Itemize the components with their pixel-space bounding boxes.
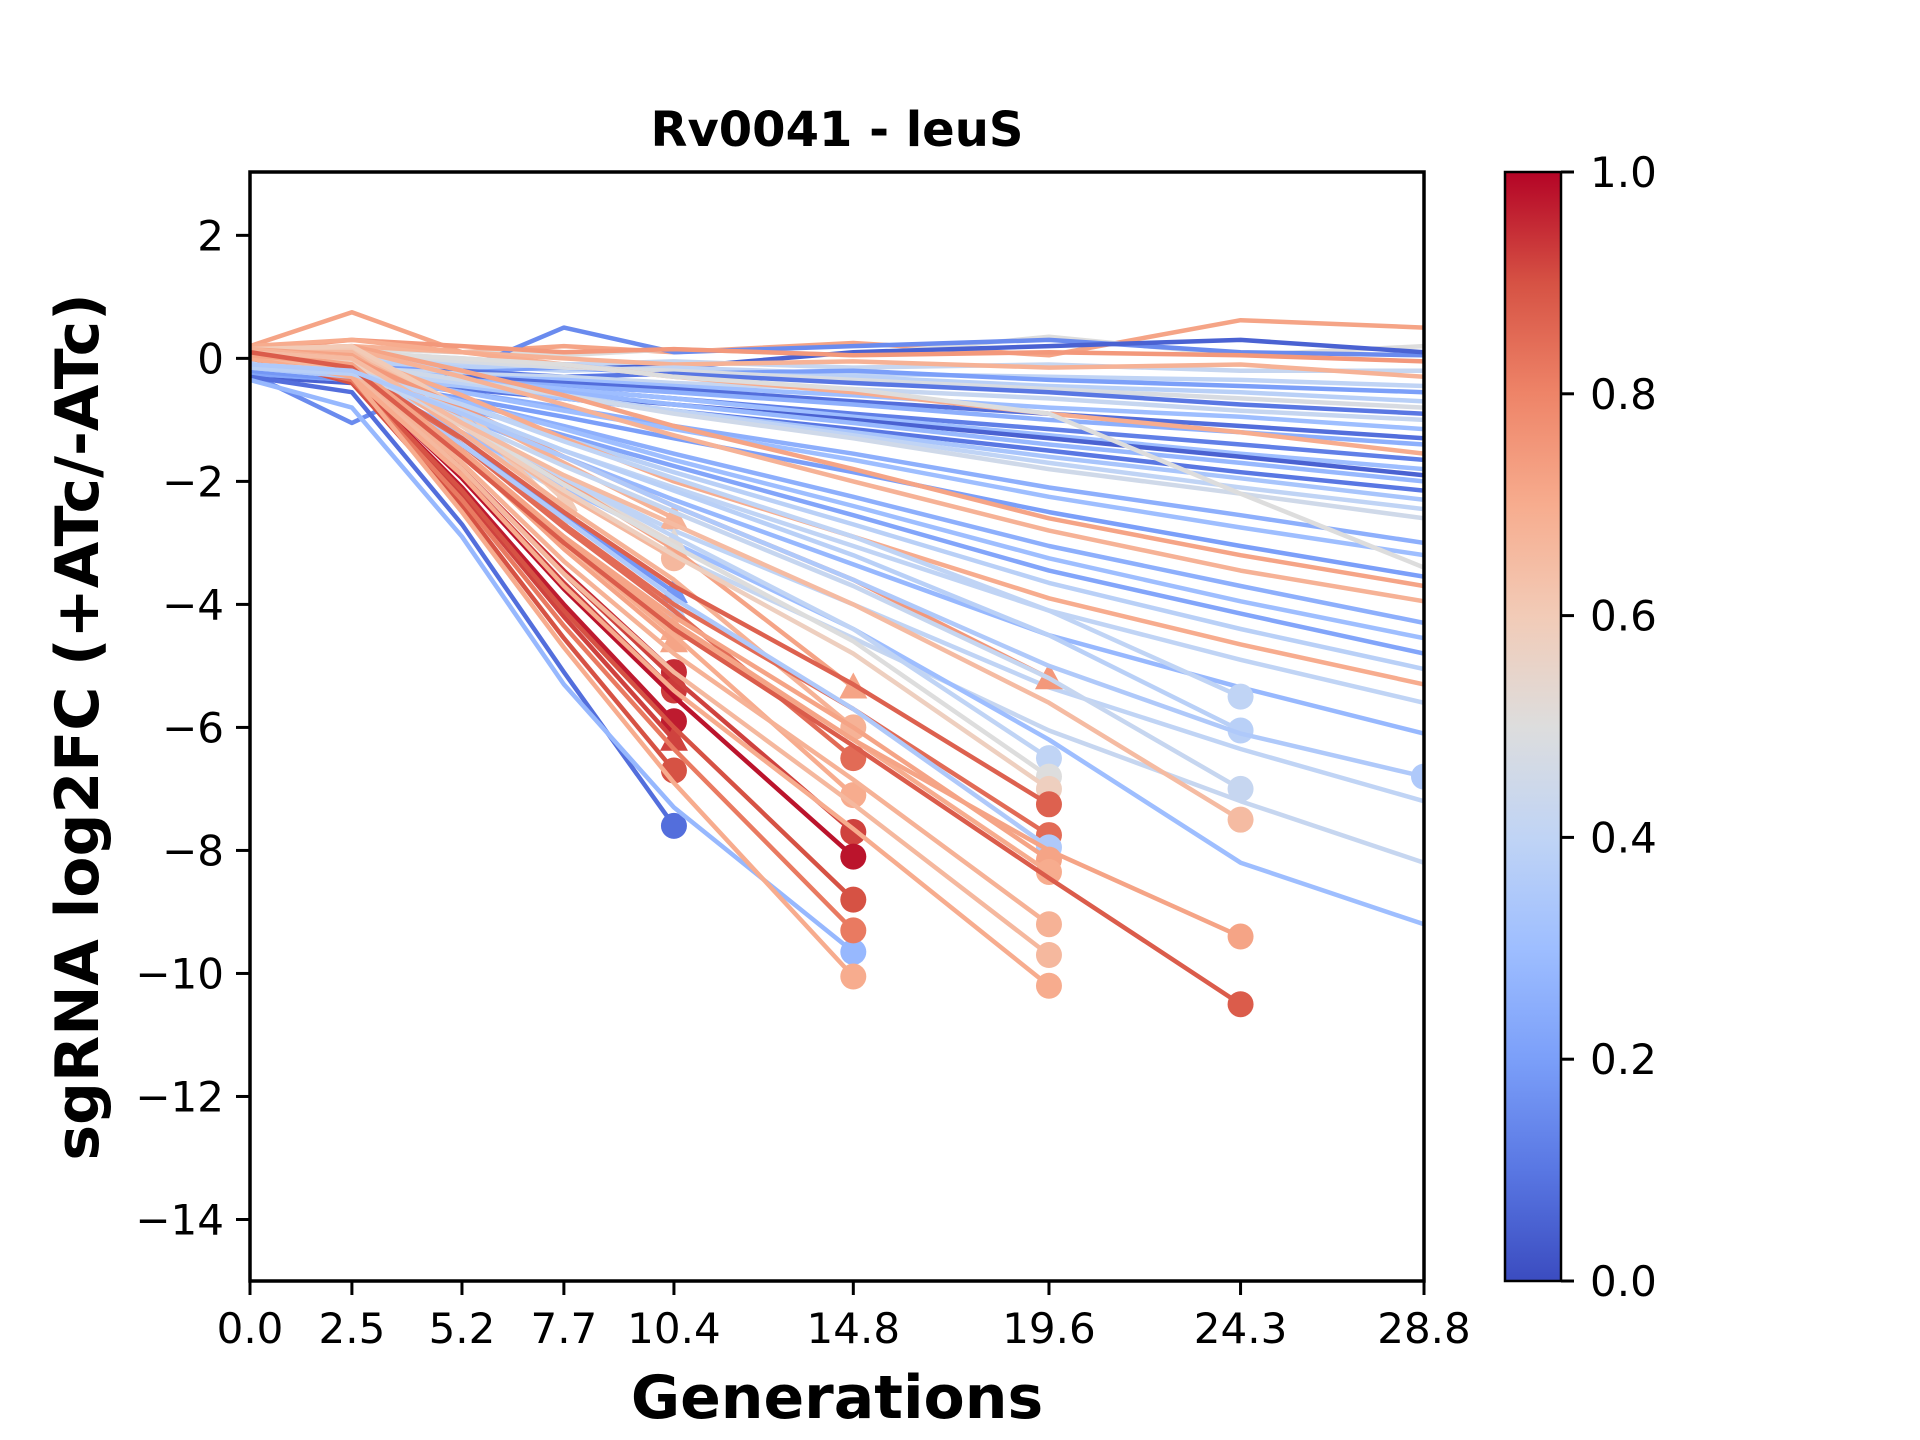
dropout-circle-marker (840, 886, 867, 913)
x-tick-label: 19.6 (1002, 1304, 1096, 1353)
colorbar-tick-label: 0.6 (1590, 592, 1657, 641)
y-tick-label: −2 (162, 457, 224, 506)
sgrna-line (250, 349, 1243, 1007)
x-tick-label: 5.2 (429, 1304, 496, 1353)
colorbar-frame (1503, 170, 1563, 1283)
y-tick-label: −8 (162, 826, 224, 875)
sgrna-line (250, 353, 1052, 792)
colorbar-tick-label: 0.4 (1590, 813, 1657, 862)
y-tick-label: −12 (135, 1072, 224, 1121)
dropout-circle-marker (1035, 791, 1062, 818)
y-axis-label: sgRNA log2FC (+ATc/-ATc) (43, 293, 113, 1160)
y-tick-label: 2 (197, 211, 224, 260)
sgrna-line (250, 356, 1052, 989)
y-tick-label: −4 (162, 580, 224, 629)
dropout-circle-marker (1411, 763, 1424, 790)
x-tick-label: 14.8 (807, 1304, 901, 1353)
dropout-circle-marker (1227, 683, 1254, 710)
x-tick-label: 24.3 (1194, 1304, 1288, 1353)
dropout-circle-marker (1227, 775, 1254, 802)
x-tick-label: 28.8 (1377, 1304, 1471, 1353)
x-tick-label: 0.0 (217, 1304, 284, 1353)
sgrna-line (250, 377, 856, 955)
dropout-circle-marker (1035, 911, 1062, 938)
sgrna-line (250, 362, 1424, 779)
x-tick-label: 10.4 (627, 1304, 721, 1353)
dropout-circle-marker (1035, 858, 1062, 885)
y-tick-label: −14 (135, 1195, 224, 1244)
colorbar-gradient (1505, 172, 1561, 1281)
dropout-circle-marker (1227, 991, 1254, 1018)
y-tick-label: −6 (162, 703, 224, 752)
y-axis: 2 0 −2 −4 −6 −8 −10 −12 −14 (135, 211, 250, 1244)
sgrna-line (250, 349, 1243, 822)
x-tick-label: 7.7 (530, 1304, 597, 1353)
dropout-circle-marker (660, 812, 687, 839)
colorbar-tick-label: 1.0 (1590, 148, 1657, 197)
dropout-circle-marker (1227, 806, 1254, 833)
y-tick-label: 0 (197, 334, 224, 383)
sgrna-series-layer (250, 309, 1424, 1018)
dropout-circle-marker (840, 745, 867, 772)
y-tick-label: −10 (135, 949, 224, 998)
x-axis-label: Generations (631, 1363, 1043, 1433)
dropout-circle-marker (1035, 972, 1062, 999)
colorbar-tick-label: 0.2 (1590, 1035, 1657, 1084)
dropout-circle-marker (840, 917, 867, 944)
sgrna-line (250, 346, 1424, 604)
dropout-circle-marker (840, 843, 867, 870)
sgrna-line (250, 343, 1424, 589)
colorbar-tick-label: 0.8 (1590, 370, 1657, 419)
chart-title: Rv0041 - leuS (651, 102, 1024, 158)
dropout-circle-marker (840, 963, 867, 990)
colorbar-ticks: 1.0 0.8 0.6 0.4 0.2 0.0 (1561, 148, 1657, 1306)
dropout-circle-marker (660, 708, 687, 735)
x-axis: 0.0 2.5 5.2 7.7 10.4 14.8 19.6 24.3 28.8 (217, 1281, 1471, 1353)
dropout-circle-marker (1035, 745, 1062, 772)
dropout-circle-marker (1035, 942, 1062, 969)
dropout-circle-marker (840, 938, 867, 965)
colorbar-tick-label: 0.0 (1590, 1257, 1657, 1306)
sgrna-line (250, 343, 1424, 380)
dropout-circle-marker (1227, 923, 1254, 950)
x-tick-label: 2.5 (319, 1304, 386, 1353)
